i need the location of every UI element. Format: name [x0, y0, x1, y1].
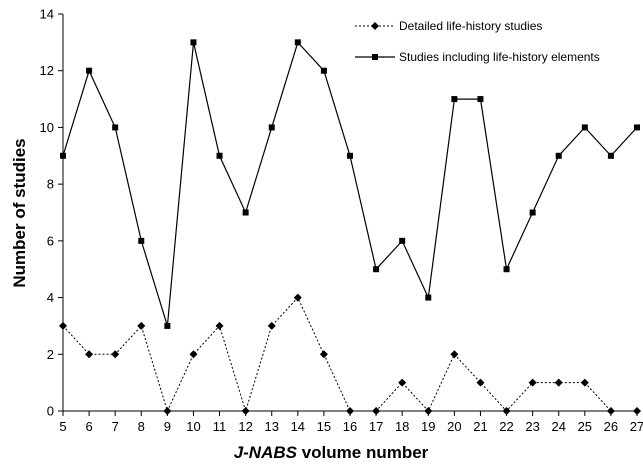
x-tick-label: 7	[112, 419, 119, 434]
x-tick-label: 23	[525, 419, 539, 434]
x-tick-label: 19	[421, 419, 435, 434]
data-point	[347, 152, 353, 159]
data-point	[450, 350, 459, 359]
data-point	[425, 294, 432, 301]
data-point	[398, 378, 407, 387]
data-point	[372, 407, 381, 415]
data-point	[580, 378, 589, 387]
y-tick-label: 4	[47, 290, 54, 305]
x-tick-label: 25	[578, 419, 592, 434]
series-line-2	[62, 41, 638, 327]
x-tick-label: 20	[447, 419, 461, 434]
data-point	[528, 378, 537, 387]
x-axis-title-prefix: J-NABS	[234, 443, 298, 462]
data-point	[85, 350, 94, 359]
x-tick-label: 26	[604, 419, 618, 434]
x-tick-label: 12	[238, 419, 252, 434]
y-tick-label: 2	[47, 347, 54, 362]
data-point	[424, 407, 433, 415]
x-tick-label: 27	[630, 419, 643, 434]
x-tick-label: 9	[164, 419, 171, 434]
legend: Detailed life-history studies Studies in…	[355, 19, 600, 64]
data-point	[555, 152, 562, 159]
legend-marker-including	[372, 54, 378, 60]
data-point	[346, 407, 354, 415]
data-point	[86, 67, 93, 74]
data-point	[529, 209, 536, 216]
data-point	[294, 39, 301, 46]
x-tick-label: 24	[551, 419, 565, 434]
y-tick-labels: 0 2 4 6 8 10 12 14	[40, 7, 54, 419]
data-point	[451, 96, 458, 103]
data-point	[267, 321, 276, 330]
data-point	[477, 96, 484, 103]
x-tick-labels: 5 6 7 8 9 10 11 12 13 14 15 16 17 18 19 20 21 22 23 24 25 26 2…	[59, 419, 643, 434]
data-point	[111, 350, 120, 359]
data-point	[164, 322, 171, 329]
legend-label-including: Studies including life-history elements	[399, 50, 600, 64]
y-axis-title: Number of studies	[10, 138, 29, 287]
x-tick-label: 22	[499, 419, 513, 434]
y-tick-label: 8	[47, 177, 54, 192]
y-tick-label: 0	[47, 404, 54, 419]
data-point	[633, 407, 641, 415]
x-tick-label: 17	[369, 419, 383, 434]
data-point	[607, 152, 614, 159]
data-point	[293, 293, 302, 302]
y-tick-label: 14	[40, 7, 54, 22]
data-point	[60, 152, 66, 159]
x-tick-label: 5	[59, 419, 66, 434]
data-point	[163, 407, 172, 415]
x-tick-label: 6	[85, 419, 92, 434]
series-line-1	[62, 296, 637, 413]
data-point	[581, 124, 588, 131]
legend-item-including: Studies including life-history elements	[355, 50, 600, 64]
axes	[58, 13, 638, 416]
x-tick-label: 15	[317, 419, 331, 434]
legend-marker-detailed	[371, 22, 379, 30]
x-tick-label: 8	[138, 419, 145, 434]
data-point	[268, 124, 275, 131]
data-point	[320, 67, 327, 74]
y-tick-label: 6	[47, 233, 54, 248]
data-point	[59, 321, 67, 330]
y-tick-label: 10	[40, 120, 54, 135]
data-point	[242, 209, 249, 216]
series-2	[60, 39, 640, 329]
x-tick-label: 16	[343, 419, 357, 434]
data-point	[502, 407, 511, 415]
data-point	[189, 350, 198, 359]
x-tick-label: 13	[264, 419, 278, 434]
data-point	[241, 407, 250, 415]
data-point	[476, 378, 485, 387]
x-tick-label: 18	[395, 419, 409, 434]
data-point	[216, 152, 223, 159]
data-point	[503, 266, 510, 273]
x-tick-label: 21	[473, 419, 487, 434]
data-point	[137, 321, 146, 330]
data-point	[319, 350, 328, 359]
data-point	[373, 266, 380, 273]
data-point	[215, 321, 224, 330]
plot-area	[59, 39, 641, 415]
data-point	[190, 39, 197, 46]
x-tick-label: 10	[186, 419, 200, 434]
x-axis-title-suffix: volume number	[297, 443, 429, 462]
x-axis-title: J-NABS volume number	[234, 443, 429, 462]
data-point	[112, 124, 119, 131]
data-point	[399, 237, 406, 244]
series-1	[59, 293, 641, 415]
data-point	[554, 378, 563, 387]
data-point	[634, 124, 640, 131]
data-point	[606, 407, 615, 415]
x-tick-label: 14	[291, 419, 305, 434]
data-point	[138, 237, 145, 244]
legend-item-detailed: Detailed life-history studies	[355, 19, 542, 33]
legend-label-detailed: Detailed life-history studies	[399, 19, 542, 33]
x-tick-label: 11	[213, 419, 227, 434]
y-tick-label: 12	[40, 63, 54, 78]
